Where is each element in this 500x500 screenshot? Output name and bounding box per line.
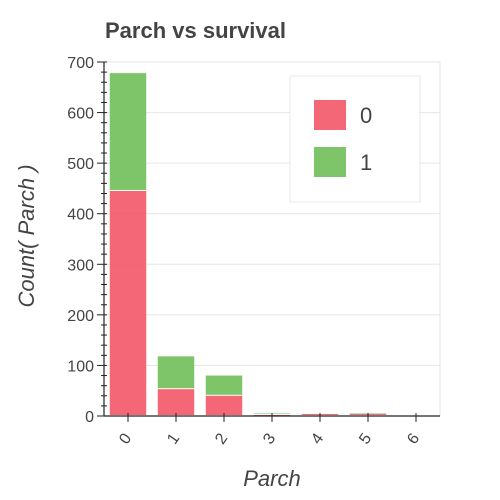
bar-series-0-0 [109, 190, 147, 415]
legend-box [289, 75, 421, 203]
legend-label-0: 0 [360, 103, 372, 128]
y-tick-label: 300 [67, 257, 94, 274]
x-tick-label: 5 [356, 430, 375, 447]
y-tick-label: 400 [67, 207, 94, 224]
bar-series-0-1 [157, 389, 195, 415]
bar-series-0-2 [205, 395, 243, 415]
bars [109, 73, 435, 416]
bar-series-1-0 [109, 73, 147, 190]
x-tick-label: 2 [212, 430, 231, 447]
bar-series-1-2 [205, 375, 243, 395]
y-tick-label: 100 [67, 358, 94, 375]
x-tick-label: 6 [404, 430, 423, 447]
y-tick-label: 600 [67, 106, 94, 123]
bar-series-1-1 [157, 356, 195, 389]
x-tick-label: 0 [116, 430, 135, 447]
x-tick-label: 4 [308, 430, 327, 447]
y-axis-label: Count( Parch ) [14, 164, 39, 307]
x-tick-label: 3 [260, 430, 279, 447]
legend-swatch-1 [314, 147, 346, 177]
y-tick-label: 0 [85, 409, 94, 426]
legend-swatch-0 [314, 100, 346, 130]
chart-title: Parch vs survival [105, 18, 286, 43]
y-tick-label: 500 [67, 156, 94, 173]
legend: 01 [289, 75, 421, 203]
legend-label-1: 1 [360, 150, 372, 175]
x-axis-label: Parch [243, 466, 300, 491]
x-tick-label: 1 [164, 430, 183, 447]
y-tick-label: 700 [67, 55, 94, 72]
y-tick-label: 200 [67, 308, 94, 325]
